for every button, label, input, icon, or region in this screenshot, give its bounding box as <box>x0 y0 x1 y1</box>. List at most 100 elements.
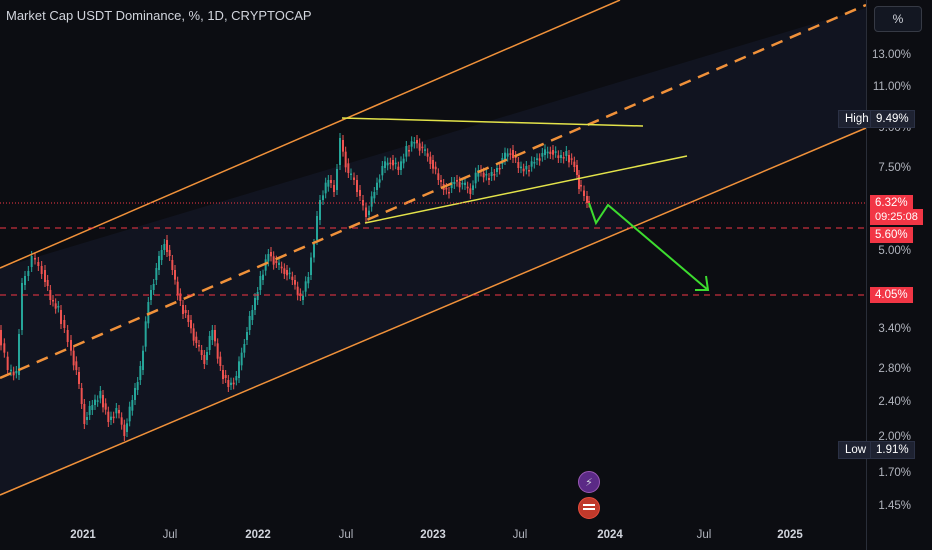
candle-body <box>163 244 166 250</box>
candle-body <box>136 382 139 390</box>
candle-body <box>330 180 332 183</box>
candle-body <box>176 281 179 296</box>
candle-body <box>347 163 350 173</box>
candle-body <box>461 183 464 185</box>
candle-body <box>429 156 432 164</box>
candle-body <box>490 172 493 176</box>
candle-body <box>565 151 568 156</box>
candle-body <box>485 174 488 176</box>
candle-body <box>376 182 378 190</box>
candle-body <box>426 153 429 157</box>
time-tick-label: Jul <box>512 529 528 541</box>
channel-fill <box>0 8 866 495</box>
candle-body <box>96 400 99 402</box>
percent-scale-button[interactable]: % <box>874 6 922 32</box>
time-axis[interactable]: 2021 Jul 2022 Jul 2023 Jul 2024 Jul 2025 <box>0 522 866 550</box>
candle-body <box>190 320 192 329</box>
candle-body <box>538 158 541 161</box>
candle-body <box>464 182 466 185</box>
candle-body <box>104 403 107 410</box>
time-tick-label: 2025 <box>777 529 803 541</box>
price-tick-label: 2.40% <box>878 396 911 408</box>
candle-body <box>356 180 358 192</box>
candle-body <box>78 372 80 384</box>
candle-body <box>397 166 400 170</box>
candle-body <box>57 306 60 308</box>
candle-body <box>450 182 453 188</box>
candle-body <box>0 330 2 346</box>
projection-arrowhead <box>695 275 710 291</box>
candle-body <box>166 240 168 252</box>
candle-body <box>24 276 26 285</box>
candle-body <box>230 382 232 385</box>
candle-body <box>120 417 123 425</box>
candle-body <box>179 293 182 301</box>
high-value-label: 9.49% <box>870 110 915 128</box>
candle-body <box>344 151 347 168</box>
candle-body <box>246 332 248 340</box>
candle-body <box>525 166 528 170</box>
candle-body <box>381 166 384 176</box>
chart-area[interactable]: Market Cap USDT Dominance, %, 1D, CRYPTO… <box>0 0 866 550</box>
candle-body <box>254 298 256 310</box>
candle-body <box>319 200 321 220</box>
projection-arrow <box>588 202 709 291</box>
price-tick-label: 1.70% <box>878 467 911 479</box>
candle-body <box>203 355 206 364</box>
candle-body <box>336 169 338 190</box>
candle-body <box>440 180 442 182</box>
candle-body <box>324 182 327 194</box>
candle-body <box>488 178 490 180</box>
candle-body <box>52 300 54 302</box>
price-tick-label: 3.40% <box>878 323 911 335</box>
candle-body <box>128 406 131 422</box>
candle-body <box>15 371 18 374</box>
candle-body <box>222 370 224 379</box>
candle-body <box>333 185 335 192</box>
candle-body <box>235 376 238 381</box>
price-tick-label: 13.00% <box>871 49 911 61</box>
candle-body <box>10 369 12 372</box>
candle-body <box>243 344 246 353</box>
candle-body <box>6 356 9 370</box>
price-tick-label: 1.45% <box>878 500 911 512</box>
candle-body <box>70 340 72 351</box>
candle-body <box>216 343 219 359</box>
low-value-label: 1.91% <box>870 441 915 459</box>
candle-body <box>405 146 408 157</box>
candle-body <box>512 150 514 158</box>
candle-body <box>304 281 307 292</box>
candle-body <box>142 350 144 370</box>
candle-body <box>118 410 120 414</box>
candle-body <box>554 151 557 153</box>
candle-body <box>394 162 397 165</box>
candle-body <box>88 406 91 415</box>
candle-body <box>278 262 280 265</box>
candle-body <box>498 168 501 170</box>
time-tick-label: Jul <box>696 529 712 541</box>
candle-body <box>262 274 264 280</box>
candle-body <box>155 268 158 280</box>
candle-body <box>520 166 522 169</box>
candle-body <box>570 158 573 160</box>
candle-body <box>517 162 520 168</box>
candle-body <box>392 160 394 166</box>
candle-body <box>286 270 288 276</box>
lightning-event-icon[interactable]: ⚡ <box>578 471 600 493</box>
price-chart[interactable] <box>0 0 866 522</box>
candle-body <box>238 361 240 378</box>
candle-body <box>288 272 291 275</box>
us-flag-event-icon[interactable] <box>578 497 600 519</box>
candle-body <box>192 328 195 341</box>
time-tick-label: 2024 <box>597 529 623 541</box>
candle-body <box>546 151 549 154</box>
price-axis[interactable]: 13.00% 11.00% 9.00% 7.50% 5.00% 3.40% 2.80% 2.4… <box>866 0 932 550</box>
candle-body <box>219 356 222 366</box>
level-label-upper: 5.60% <box>870 227 913 243</box>
candle-body <box>434 166 437 170</box>
chart-title: Market Cap USDT Dominance, %, 1D, CRYPTO… <box>6 8 312 23</box>
candle-body <box>283 268 286 274</box>
candle-body <box>63 320 66 328</box>
candle-body <box>482 172 485 178</box>
candle-body <box>506 153 509 157</box>
